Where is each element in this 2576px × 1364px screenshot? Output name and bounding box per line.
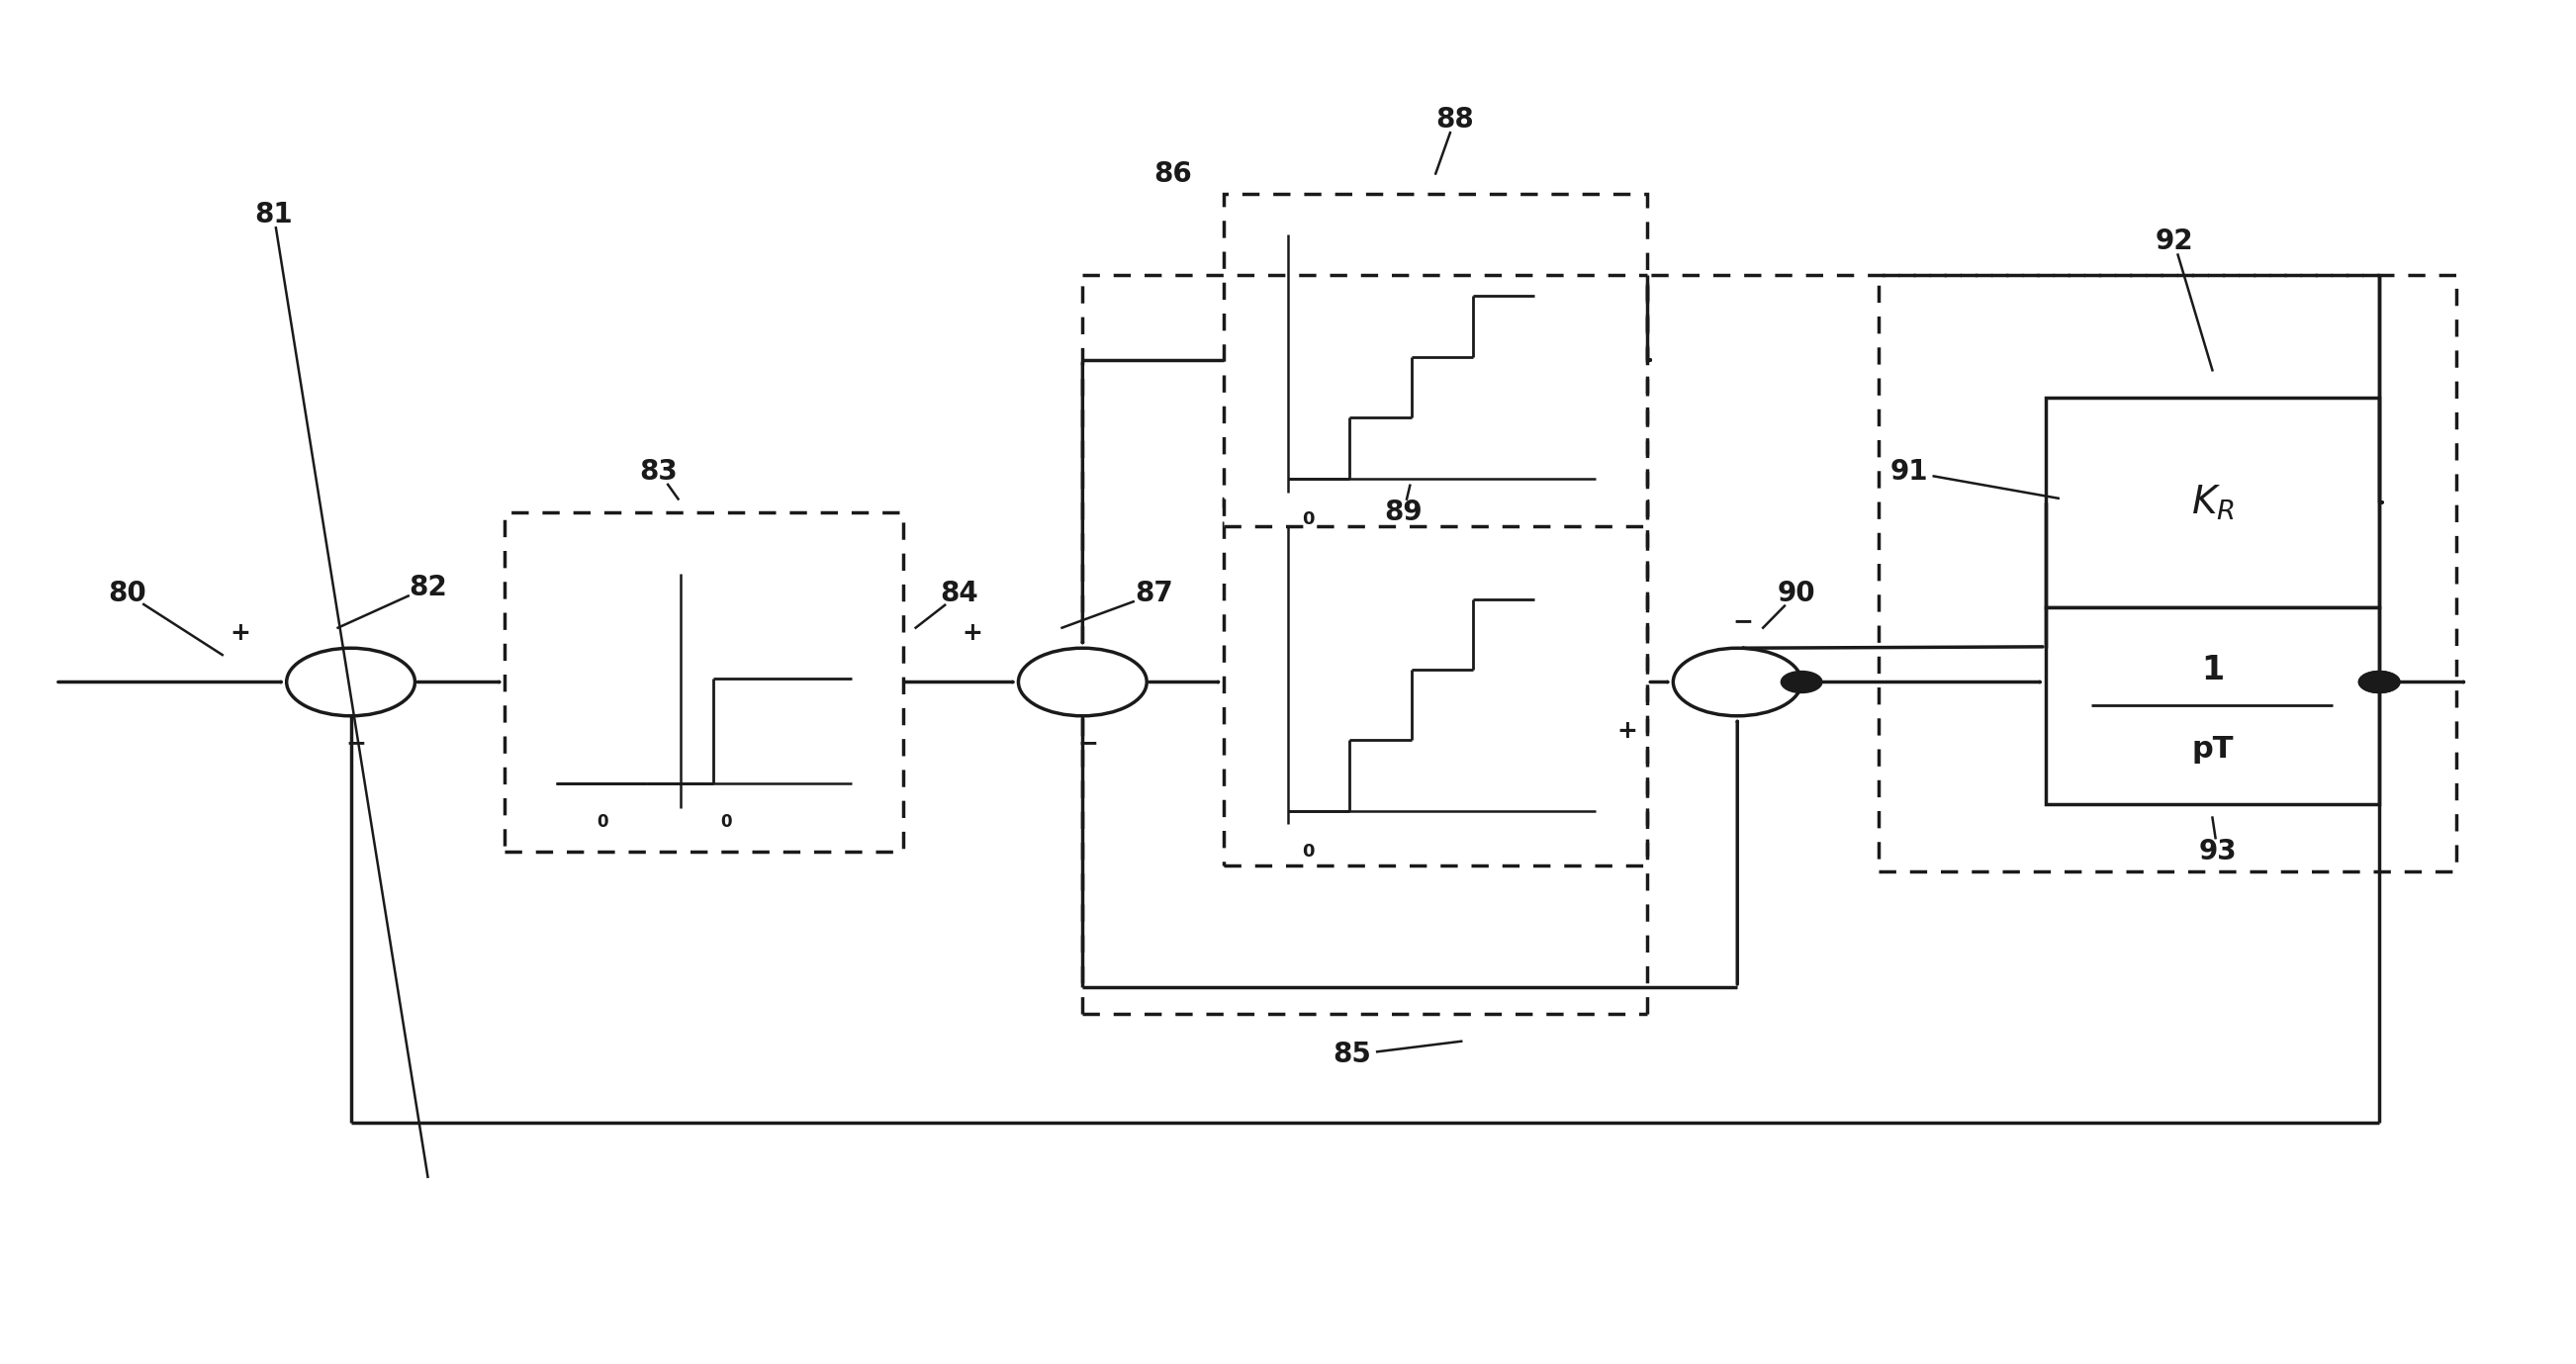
Text: −: − — [345, 731, 366, 754]
Bar — [2045, 397, 2380, 607]
Text: 0: 0 — [1303, 843, 1314, 861]
Text: 82: 82 — [410, 573, 448, 602]
Text: 87: 87 — [1136, 580, 1175, 608]
Text: 93: 93 — [2197, 837, 2236, 865]
Text: $K_R$: $K_R$ — [2190, 483, 2233, 522]
Text: −: − — [1731, 610, 1752, 633]
Text: 0: 0 — [721, 813, 732, 831]
Circle shape — [286, 648, 415, 716]
Bar — [1878, 276, 2458, 872]
Text: 92: 92 — [2154, 228, 2192, 255]
Text: 0: 0 — [1303, 510, 1314, 528]
Text: 0: 0 — [598, 813, 608, 831]
Circle shape — [1018, 648, 1146, 716]
Text: 1: 1 — [2200, 653, 2223, 686]
Text: 89: 89 — [1383, 499, 1422, 527]
Text: 88: 88 — [1435, 105, 1473, 134]
Bar — [505, 513, 902, 851]
Text: +: + — [229, 622, 250, 645]
Bar — [2045, 607, 2380, 803]
Bar — [1224, 499, 1649, 865]
Text: 83: 83 — [639, 458, 677, 486]
Circle shape — [1674, 648, 1801, 716]
Text: +: + — [1618, 719, 1638, 742]
Text: −: − — [1077, 731, 1097, 754]
Text: 90: 90 — [1777, 580, 1816, 608]
Bar — [1224, 194, 1649, 527]
Text: pT: pT — [2192, 735, 2233, 764]
Text: +: + — [961, 622, 981, 645]
Circle shape — [2360, 671, 2401, 693]
Circle shape — [1780, 671, 1821, 693]
Text: 80: 80 — [108, 580, 147, 608]
Text: 81: 81 — [255, 201, 294, 228]
Text: 84: 84 — [940, 580, 979, 608]
Text: 85: 85 — [1332, 1041, 1370, 1068]
Text: 91: 91 — [1891, 458, 1929, 486]
Text: 86: 86 — [1154, 160, 1193, 187]
Circle shape — [2360, 671, 2401, 693]
